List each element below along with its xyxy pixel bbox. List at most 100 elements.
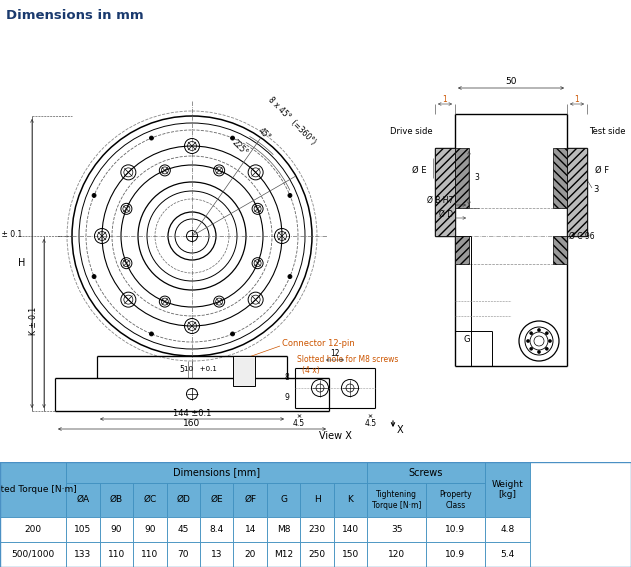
Text: 20: 20 bbox=[244, 550, 256, 559]
Text: Screws: Screws bbox=[409, 468, 443, 477]
Bar bbox=[167, 483, 200, 517]
Text: ØD: ØD bbox=[177, 496, 190, 504]
Bar bbox=[167, 517, 200, 542]
Bar bbox=[66, 462, 367, 483]
Bar bbox=[267, 517, 300, 542]
Bar bbox=[485, 542, 530, 567]
Bar bbox=[300, 517, 334, 542]
Text: 8: 8 bbox=[285, 374, 290, 383]
Text: 35: 35 bbox=[391, 524, 403, 534]
Text: K: K bbox=[348, 496, 353, 504]
Bar bbox=[233, 542, 267, 567]
Circle shape bbox=[288, 274, 292, 278]
Text: 90: 90 bbox=[110, 524, 122, 534]
Bar bbox=[233, 356, 255, 386]
Bar bbox=[300, 542, 334, 567]
Text: 110: 110 bbox=[141, 550, 158, 559]
Text: 5: 5 bbox=[180, 365, 184, 374]
Circle shape bbox=[548, 340, 551, 342]
Text: 4.5: 4.5 bbox=[293, 420, 305, 429]
Bar bbox=[334, 517, 367, 542]
Text: K ± 0.1: K ± 0.1 bbox=[29, 307, 38, 335]
Circle shape bbox=[150, 136, 153, 140]
Circle shape bbox=[529, 332, 533, 335]
Text: 10.9: 10.9 bbox=[445, 524, 465, 534]
Text: 140: 140 bbox=[342, 524, 359, 534]
Circle shape bbox=[288, 193, 292, 197]
Text: G: G bbox=[463, 335, 469, 344]
Text: 3: 3 bbox=[474, 174, 479, 183]
Text: 133: 133 bbox=[74, 550, 91, 559]
Bar bbox=[267, 483, 300, 517]
Text: H: H bbox=[18, 259, 25, 269]
Bar bbox=[367, 462, 485, 483]
Bar bbox=[300, 483, 334, 517]
Text: 500/1000: 500/1000 bbox=[11, 550, 55, 559]
Text: Ø C 96: Ø C 96 bbox=[569, 231, 594, 240]
Text: M8: M8 bbox=[277, 524, 290, 534]
Text: Connector 12-pin: Connector 12-pin bbox=[282, 340, 355, 349]
Text: ØB: ØB bbox=[110, 496, 123, 504]
Text: 144 ±0.1: 144 ±0.1 bbox=[173, 409, 211, 418]
Text: 1: 1 bbox=[575, 95, 579, 104]
Bar bbox=[167, 542, 200, 567]
Text: 225°: 225° bbox=[230, 138, 250, 158]
Text: 110: 110 bbox=[108, 550, 125, 559]
Bar bbox=[66, 542, 100, 567]
Bar bbox=[367, 542, 426, 567]
Bar bbox=[200, 517, 233, 542]
Polygon shape bbox=[455, 148, 469, 208]
Text: 150: 150 bbox=[342, 550, 359, 559]
Text: 70: 70 bbox=[177, 550, 189, 559]
Bar bbox=[567, 148, 587, 236]
Bar bbox=[133, 483, 167, 517]
Circle shape bbox=[230, 136, 235, 140]
Text: View X: View X bbox=[319, 431, 351, 441]
Bar bbox=[0, 462, 66, 517]
Bar bbox=[233, 483, 267, 517]
Text: Ø F: Ø F bbox=[595, 166, 609, 175]
Circle shape bbox=[150, 332, 153, 336]
Text: Property
Class: Property Class bbox=[439, 490, 471, 510]
Text: 45°: 45° bbox=[256, 126, 272, 142]
Bar bbox=[426, 542, 485, 567]
Circle shape bbox=[538, 350, 541, 353]
Bar bbox=[100, 483, 133, 517]
Bar bbox=[233, 517, 267, 542]
Text: 230: 230 bbox=[309, 524, 326, 534]
Text: 160: 160 bbox=[184, 420, 201, 429]
Text: M12: M12 bbox=[274, 550, 293, 559]
Bar bbox=[435, 148, 455, 236]
Text: 4.5: 4.5 bbox=[365, 420, 377, 429]
Bar bbox=[334, 483, 367, 517]
Polygon shape bbox=[455, 236, 469, 264]
Text: 13: 13 bbox=[211, 550, 223, 559]
Text: Dimensions [mm]: Dimensions [mm] bbox=[173, 468, 261, 477]
Circle shape bbox=[92, 274, 96, 278]
Bar bbox=[100, 517, 133, 542]
Bar bbox=[66, 483, 100, 517]
Text: 9: 9 bbox=[285, 393, 290, 403]
Bar bbox=[133, 517, 167, 542]
Text: 90: 90 bbox=[144, 524, 156, 534]
Text: Rated Torque [N·m]: Rated Torque [N·m] bbox=[0, 485, 77, 494]
Bar bbox=[426, 517, 485, 542]
Text: 12: 12 bbox=[330, 349, 339, 358]
Bar bbox=[0, 542, 66, 567]
Text: ØE: ØE bbox=[210, 496, 223, 504]
Text: ØC: ØC bbox=[143, 496, 156, 504]
Text: Test side: Test side bbox=[589, 126, 625, 136]
Bar bbox=[334, 542, 367, 567]
Text: ØA ± 0.1: ØA ± 0.1 bbox=[0, 230, 22, 239]
Circle shape bbox=[545, 347, 548, 350]
Text: Ø B H7: Ø B H7 bbox=[427, 196, 453, 205]
Bar bbox=[267, 542, 300, 567]
Text: Weight
[kg]: Weight [kg] bbox=[492, 480, 523, 499]
Text: Ø D: Ø D bbox=[439, 209, 453, 218]
Circle shape bbox=[545, 332, 548, 335]
Polygon shape bbox=[553, 148, 567, 208]
Text: 10.9: 10.9 bbox=[445, 550, 465, 559]
Bar bbox=[367, 517, 426, 542]
Text: Slotted hole for M8 screws: Slotted hole for M8 screws bbox=[297, 356, 398, 365]
Bar bbox=[485, 517, 530, 542]
